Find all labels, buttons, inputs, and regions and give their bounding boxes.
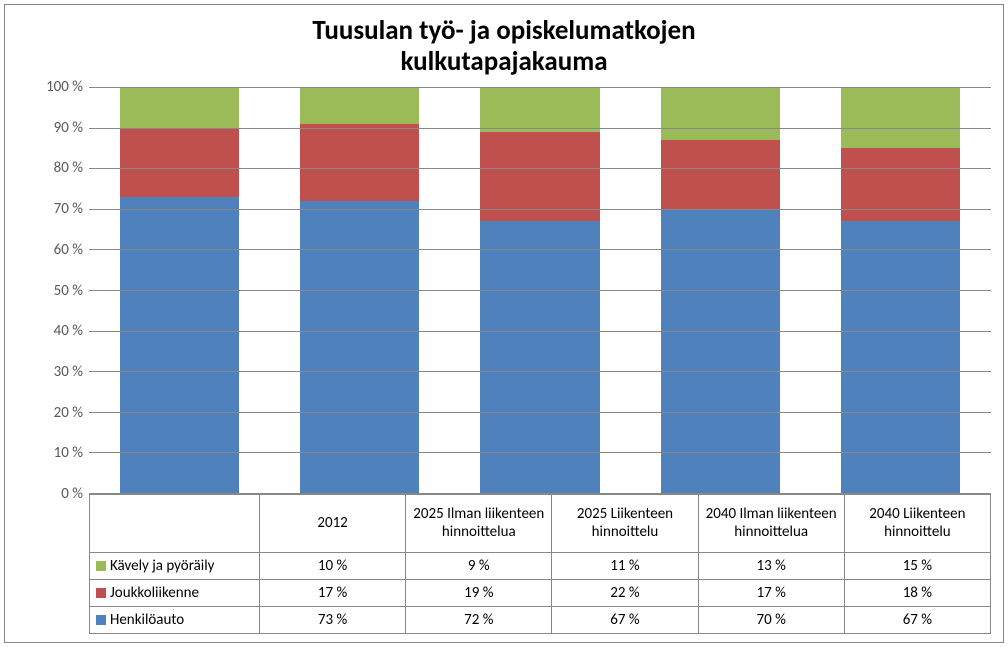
data-cell: 15 % [844,553,990,580]
bar-segment [841,87,960,148]
legend-swatch [96,561,106,571]
table-row: Henkilöauto73 %72 %67 %70 %67 % [90,607,991,634]
data-cell: 18 % [844,580,990,607]
gridline [89,290,991,291]
data-cell: 13 % [698,553,844,580]
data-cell: 17 % [260,580,406,607]
category-label: 2025 Liikenteen hinnoittelu [552,495,698,553]
y-tick-label: 0 % [61,485,83,503]
data-cell: 22 % [552,580,698,607]
y-tick-label: 20 % [54,404,83,422]
y-tick-label: 40 % [54,322,83,340]
legend-label: Henkilöauto [110,611,184,629]
chart-body: 0 % 10 % 20 % 30 % 40 % 50 % 60 % 70 % 80 % 90 % 1… [17,87,991,634]
y-tick-label: 100 % [46,78,83,96]
bar-segment [661,209,780,493]
bar-segment [120,197,239,493]
bar-segment [120,87,239,128]
data-cell: 67 % [552,607,698,634]
gridline [89,412,991,413]
bar-segment [120,128,239,197]
data-cell: 17 % [698,580,844,607]
bar-segment [480,132,599,221]
legend-cell: Kävely ja pyöräily [90,553,260,580]
y-tick-label: 10 % [54,444,83,462]
bar-segment [300,124,419,201]
gridline [89,371,991,372]
y-tick-label: 50 % [54,282,83,300]
chart-title-line1: Tuusulan työ- ja opiskelumatkojen [17,15,991,46]
data-cell: 9 % [406,553,552,580]
legend-cell: Henkilöauto [90,607,260,634]
data-table: 20122025 Ilman liikenteen hinnoittelua20… [89,494,991,634]
category-label: 2025 Ilman liikenteen hinnoittelua [406,495,552,553]
legend-cell: Joukkoliikenne [90,580,260,607]
y-tick-label: 60 % [54,241,83,259]
data-cell: 73 % [260,607,406,634]
legend-label: Kävely ja pyöräily [110,557,214,575]
chart-frame: Tuusulan työ- ja opiskelumatkojen kulkut… [4,4,1004,643]
gridline [89,493,991,494]
plot-area [89,87,991,494]
bar-segment [480,87,599,132]
chart-title-line2: kulkutapajakauma [17,46,991,77]
table-header-row: 20122025 Ilman liikenteen hinnoittelua20… [90,495,991,553]
bar-segment [300,201,419,493]
table-row: Kävely ja pyöräily 10 %9 %11 %13 %15 % [90,553,991,580]
category-label: 2012 [260,495,406,553]
y-tick-label: 70 % [54,200,83,218]
gridline [89,331,991,332]
bar-segment [661,140,780,209]
category-label: 2040 Liikenteen hinnoittelu [844,495,990,553]
data-cell: 10 % [260,553,406,580]
data-cell: 67 % [844,607,990,634]
gridline [89,452,991,453]
data-cell: 72 % [406,607,552,634]
y-tick-label: 80 % [54,159,83,177]
data-cell: 19 % [406,580,552,607]
table-corner-cell [90,495,260,553]
plot-row: 0 %10 %20 %30 %40 %50 %60 %70 %80 %90 %1… [17,87,991,494]
data-cell: 11 % [552,553,698,580]
gridline [89,87,991,88]
data-cell: 70 % [698,607,844,634]
y-axis: 0 %10 %20 %30 %40 %50 %60 %70 %80 %90 %1… [17,87,89,494]
gridline [89,168,991,169]
bar-segment [841,148,960,221]
legend-swatch [96,615,106,625]
legend-swatch [96,588,106,598]
y-tick-label: 90 % [54,119,83,137]
gridline [89,209,991,210]
gridline [89,128,991,129]
y-tick-label: 30 % [54,363,83,381]
bar-segment [300,87,419,124]
table-row: Joukkoliikenne17 %19 %22 %17 %18 % [90,580,991,607]
category-label: 2040 Ilman liikenteen hinnoittelua [698,495,844,553]
legend-label: Joukkoliikenne [110,584,199,602]
chart-title: Tuusulan työ- ja opiskelumatkojen kulkut… [17,15,991,77]
gridline [89,249,991,250]
bar-segment [661,87,780,140]
